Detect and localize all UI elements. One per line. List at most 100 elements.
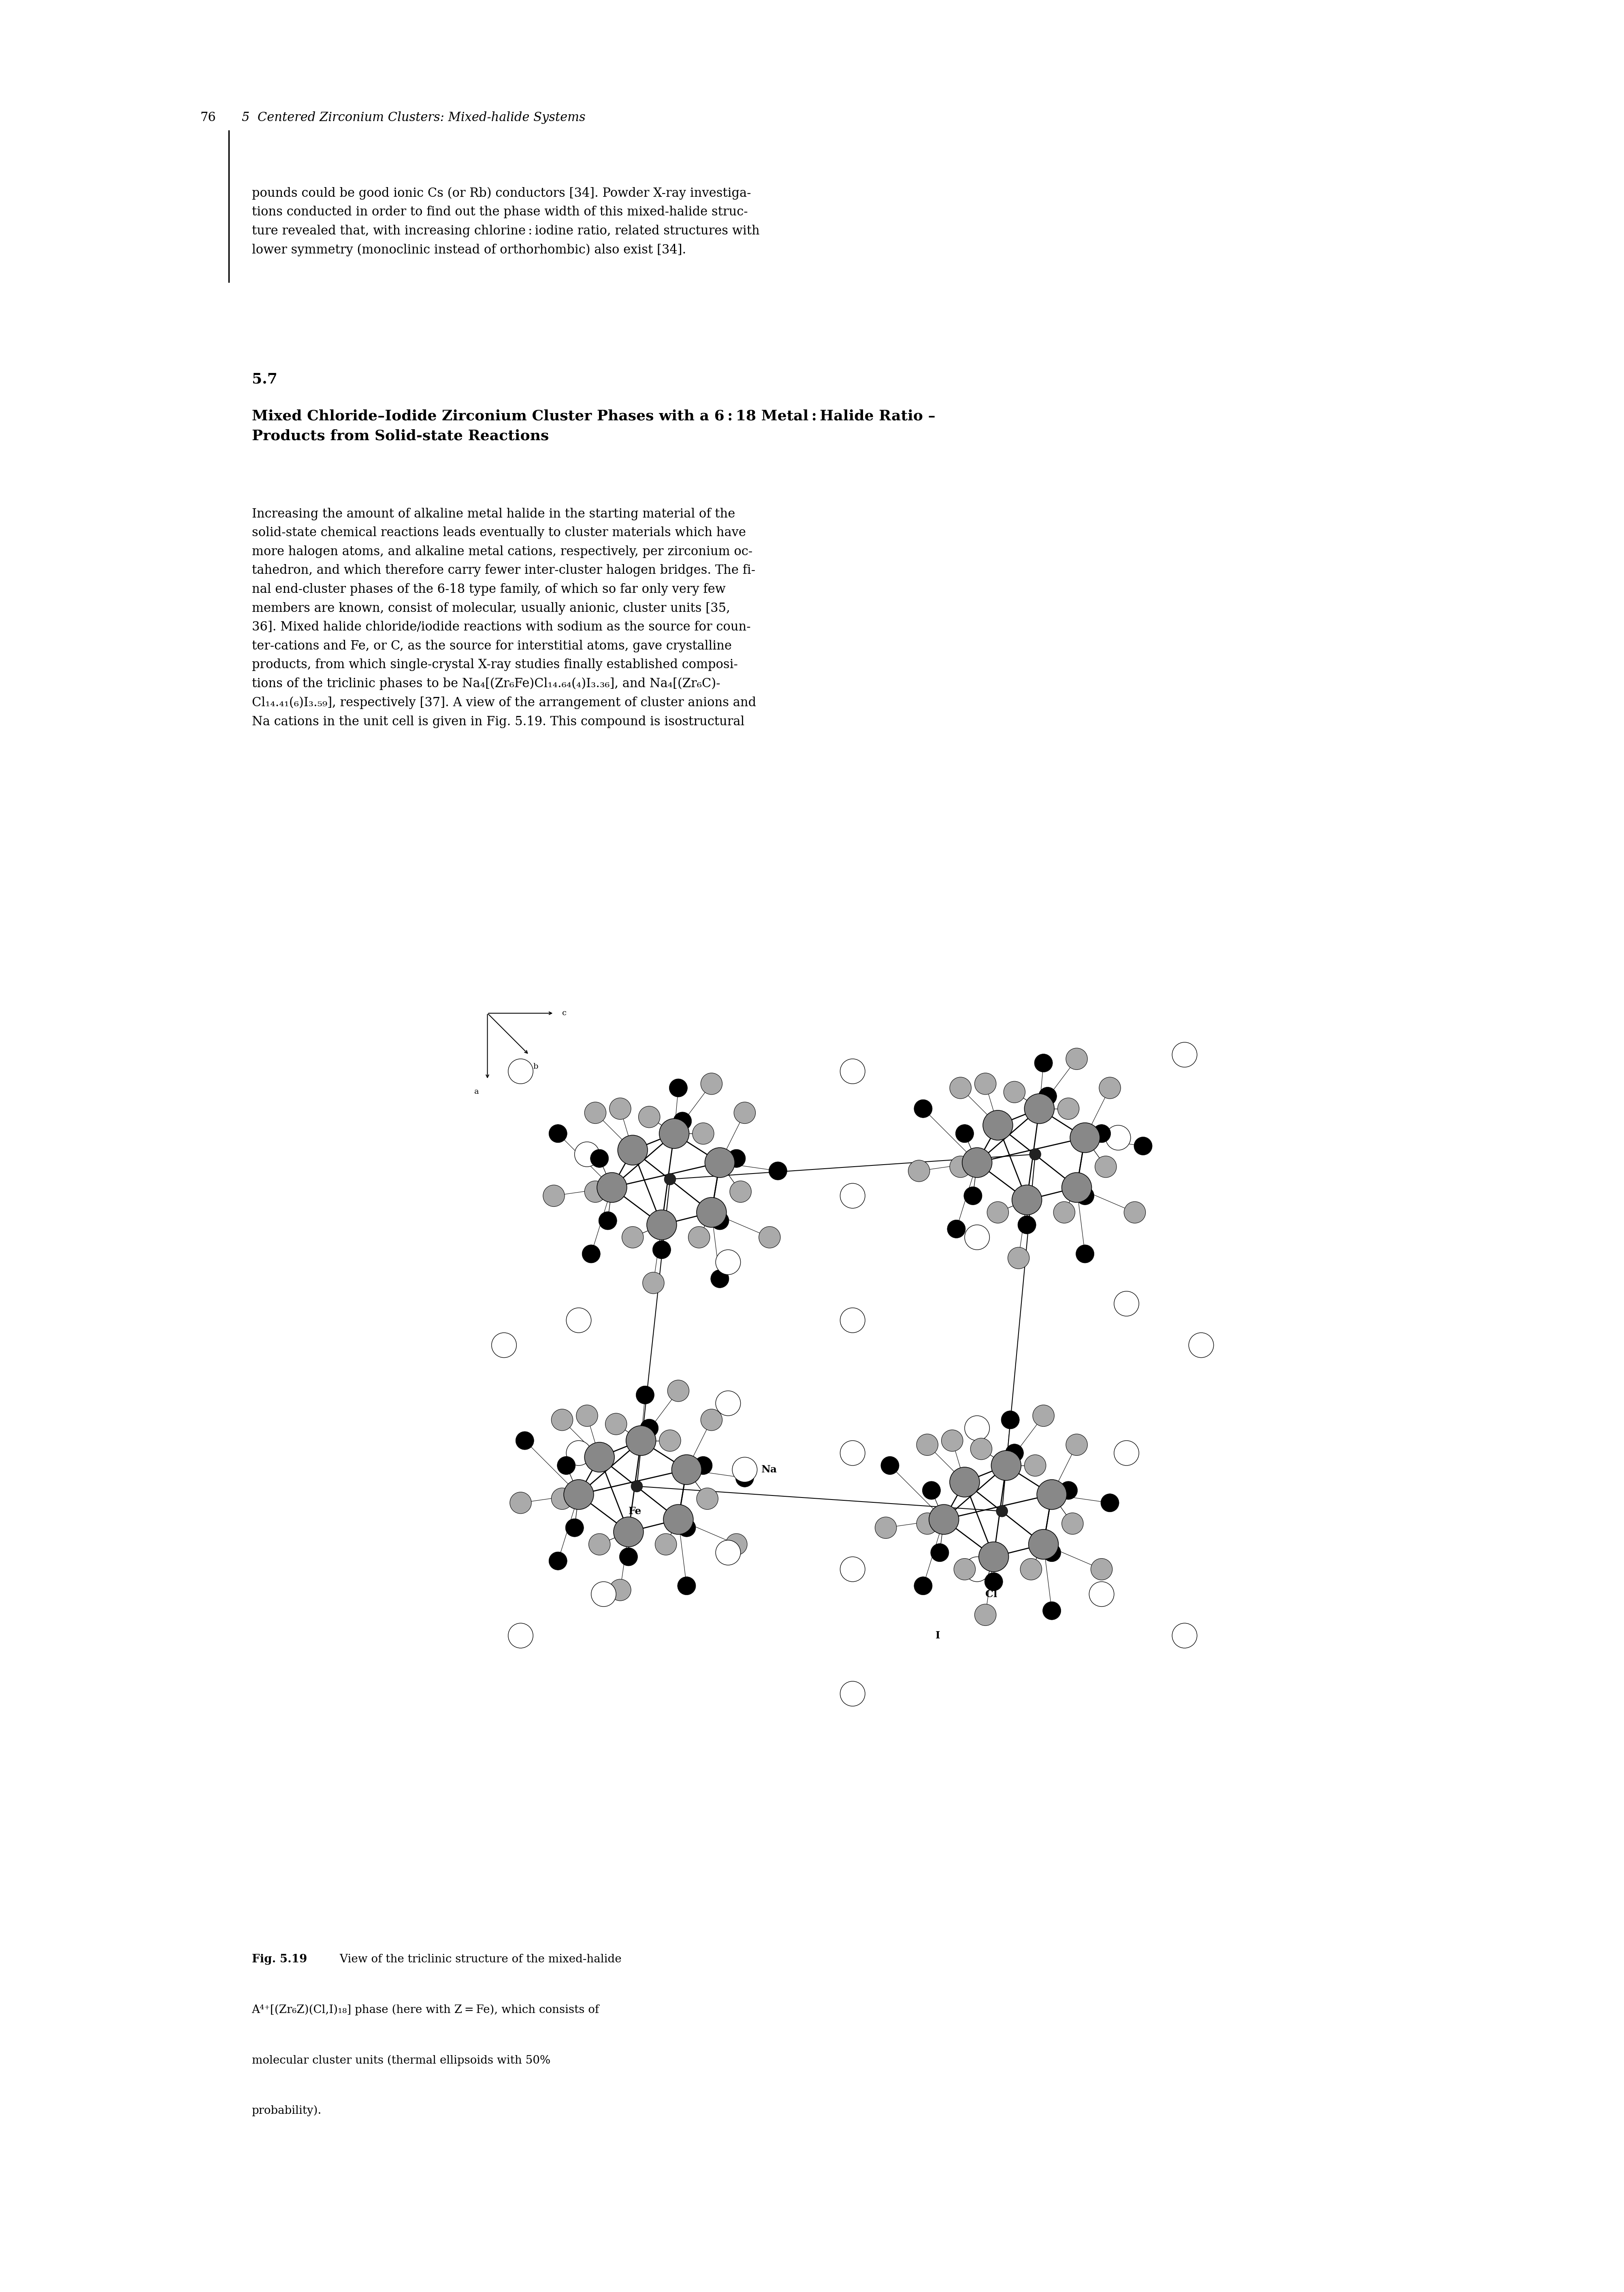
Circle shape xyxy=(659,1118,689,1148)
Circle shape xyxy=(929,1504,958,1533)
Circle shape xyxy=(549,1125,567,1144)
Circle shape xyxy=(922,1481,940,1499)
Circle shape xyxy=(508,1623,533,1648)
Text: Mixed Chloride–Iodide Zirconium Cluster Phases with a 6 : 18 Metal : Halide Rati: Mixed Chloride–Iodide Zirconium Cluster … xyxy=(252,410,935,442)
Circle shape xyxy=(599,1212,617,1231)
Circle shape xyxy=(622,1226,643,1249)
Circle shape xyxy=(1005,1444,1023,1462)
Circle shape xyxy=(979,1543,1009,1572)
Circle shape xyxy=(1101,1494,1119,1513)
Circle shape xyxy=(1000,1410,1020,1428)
Circle shape xyxy=(609,1579,632,1600)
Circle shape xyxy=(950,1077,971,1098)
Circle shape xyxy=(729,1180,752,1203)
Circle shape xyxy=(606,1414,627,1435)
Circle shape xyxy=(931,1543,948,1561)
Text: a: a xyxy=(474,1089,479,1096)
Text: molecular cluster units (thermal ellipsoids with 50%: molecular cluster units (thermal ellipso… xyxy=(252,2056,551,2065)
Circle shape xyxy=(996,1506,1009,1517)
Circle shape xyxy=(697,1196,726,1226)
Circle shape xyxy=(693,1455,713,1474)
Text: A⁴⁺[(Zr₆Z)(Cl,I)₁₈] phase (here with Z = Fe), which consists of: A⁴⁺[(Zr₆Z)(Cl,I)₁₈] phase (here with Z =… xyxy=(252,2003,599,2015)
Circle shape xyxy=(1043,1602,1060,1620)
Circle shape xyxy=(984,1572,1004,1591)
Text: Fe: Fe xyxy=(628,1506,641,1515)
Circle shape xyxy=(736,1469,754,1488)
Circle shape xyxy=(734,1102,755,1123)
Text: Zr: Zr xyxy=(679,1465,690,1474)
Circle shape xyxy=(591,1581,615,1607)
Circle shape xyxy=(1033,1405,1054,1426)
Circle shape xyxy=(564,1481,594,1510)
Circle shape xyxy=(1106,1125,1130,1151)
Circle shape xyxy=(598,1174,627,1203)
Circle shape xyxy=(971,1437,992,1460)
Circle shape xyxy=(991,1451,1021,1481)
Circle shape xyxy=(667,1380,689,1403)
Circle shape xyxy=(1025,1455,1046,1476)
Text: I: I xyxy=(935,1632,940,1641)
Circle shape xyxy=(965,1224,989,1249)
Circle shape xyxy=(646,1210,677,1240)
Circle shape xyxy=(758,1226,781,1249)
Circle shape xyxy=(617,1135,648,1164)
Circle shape xyxy=(840,1442,866,1465)
Circle shape xyxy=(1038,1086,1057,1105)
Circle shape xyxy=(581,1245,601,1263)
Circle shape xyxy=(1062,1174,1091,1203)
Circle shape xyxy=(880,1455,900,1474)
Text: b: b xyxy=(533,1063,538,1070)
Circle shape xyxy=(638,1107,659,1128)
Circle shape xyxy=(557,1455,575,1474)
Circle shape xyxy=(588,1533,611,1556)
Circle shape xyxy=(1034,1054,1052,1073)
Circle shape xyxy=(974,1604,996,1625)
Circle shape xyxy=(1065,1435,1088,1455)
Circle shape xyxy=(711,1270,729,1288)
Circle shape xyxy=(542,1185,565,1206)
Circle shape xyxy=(1059,1481,1077,1499)
Circle shape xyxy=(1099,1077,1121,1098)
Circle shape xyxy=(643,1272,664,1293)
Circle shape xyxy=(1043,1543,1060,1561)
Circle shape xyxy=(1018,1215,1036,1233)
Circle shape xyxy=(711,1212,729,1231)
Circle shape xyxy=(609,1098,632,1118)
Circle shape xyxy=(974,1073,996,1096)
Circle shape xyxy=(585,1180,606,1203)
Circle shape xyxy=(700,1410,723,1430)
Circle shape xyxy=(963,1187,983,1206)
Circle shape xyxy=(551,1488,573,1510)
Circle shape xyxy=(840,1309,866,1332)
Text: pounds could be good ionic Cs (or Rb) conductors [34]. Powder X-ray investiga-
t: pounds could be good ionic Cs (or Rb) co… xyxy=(252,188,760,257)
Circle shape xyxy=(942,1430,963,1451)
Circle shape xyxy=(659,1430,680,1451)
Circle shape xyxy=(632,1481,643,1492)
Circle shape xyxy=(654,1533,677,1556)
Circle shape xyxy=(1020,1559,1043,1579)
Circle shape xyxy=(677,1520,695,1538)
Circle shape xyxy=(575,1141,599,1167)
Circle shape xyxy=(875,1517,896,1538)
Circle shape xyxy=(669,1080,687,1098)
Circle shape xyxy=(716,1540,741,1565)
Circle shape xyxy=(549,1552,567,1570)
Circle shape xyxy=(1114,1442,1138,1465)
Circle shape xyxy=(1062,1513,1083,1533)
Circle shape xyxy=(1124,1201,1145,1224)
Circle shape xyxy=(565,1520,583,1538)
Circle shape xyxy=(705,1148,734,1178)
Circle shape xyxy=(955,1125,974,1144)
Circle shape xyxy=(1057,1098,1080,1118)
Circle shape xyxy=(983,1109,1013,1139)
Circle shape xyxy=(732,1458,757,1483)
Circle shape xyxy=(1173,1043,1197,1068)
Circle shape xyxy=(1075,1187,1095,1206)
Circle shape xyxy=(619,1547,638,1565)
Circle shape xyxy=(1093,1125,1111,1144)
Circle shape xyxy=(663,1504,693,1533)
Circle shape xyxy=(950,1155,971,1178)
Circle shape xyxy=(672,1455,702,1485)
Circle shape xyxy=(614,1517,643,1547)
Circle shape xyxy=(1070,1123,1099,1153)
